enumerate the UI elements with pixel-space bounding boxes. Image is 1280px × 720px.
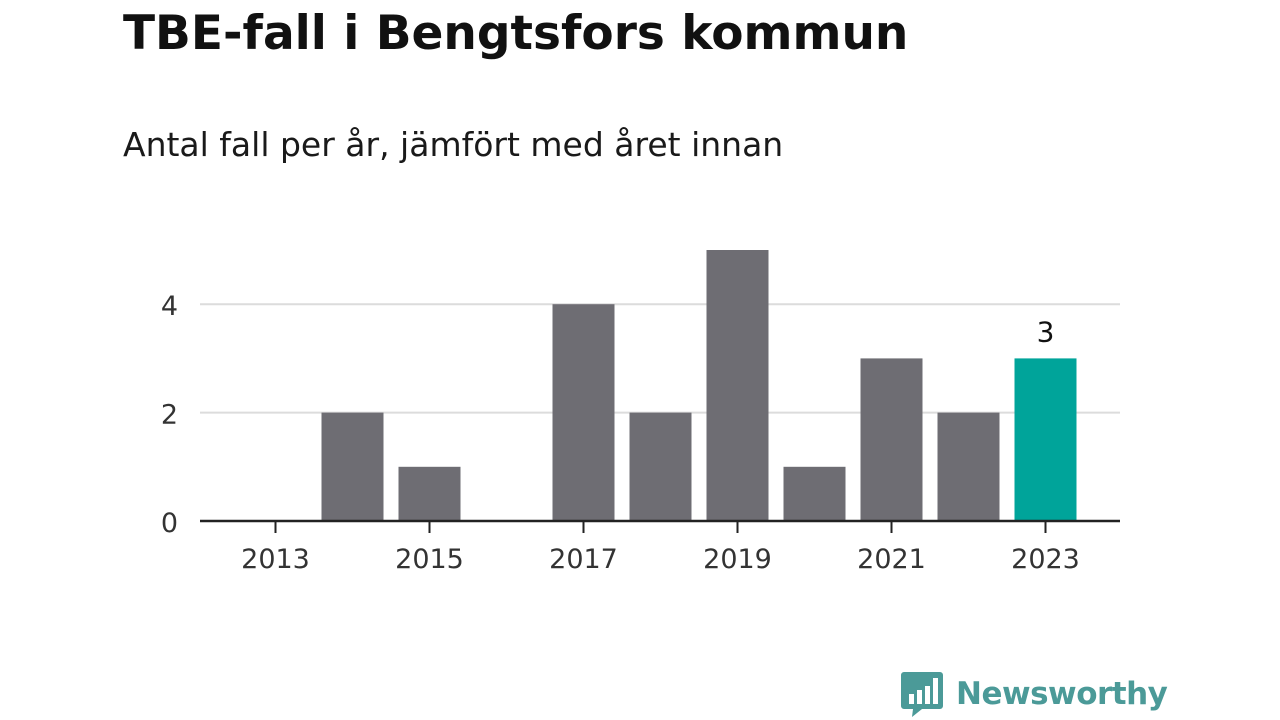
x-tick-label-2019: 2019 [703, 544, 772, 575]
y-tick-label-0: 0 [161, 508, 178, 539]
x-tick-label-2013: 2013 [241, 544, 310, 575]
bar-2022 [937, 412, 1000, 521]
bar-2019 [706, 250, 769, 521]
gridlines [200, 303, 1120, 414]
y-tick-label-4: 4 [161, 291, 178, 322]
bar-2020 [783, 466, 846, 521]
bar-2015 [398, 466, 461, 521]
brand: Newsworthy [900, 670, 1168, 718]
bar-2018 [629, 412, 692, 521]
x-axis-ticks: 2013 2015 2017 2019 2021 2023 [241, 521, 1080, 575]
x-tick-label-2015: 2015 [395, 544, 464, 575]
data-labels: 3 [1037, 315, 1055, 348]
bar-2014 [321, 412, 384, 521]
bar-2017 [552, 304, 615, 521]
chart-title: TBE-fall i Bengtsfors kommun [123, 6, 909, 61]
y-axis-ticks: 0 2 4 [161, 291, 178, 539]
y-tick-label-2: 2 [161, 400, 178, 431]
newsworthy-logo-icon [901, 672, 943, 717]
x-tick-label-2021: 2021 [857, 544, 926, 575]
bar-2021 [860, 358, 923, 521]
brand-name: Newsworthy [956, 676, 1168, 712]
bar-2023 [1014, 358, 1077, 521]
chart-subtitle: Antal fall per år, jämfört med året inna… [123, 125, 784, 164]
data-label-2023: 3 [1037, 315, 1055, 348]
x-tick-label-2023: 2023 [1011, 544, 1080, 575]
bars [321, 250, 1077, 521]
x-tick-label-2017: 2017 [549, 544, 618, 575]
